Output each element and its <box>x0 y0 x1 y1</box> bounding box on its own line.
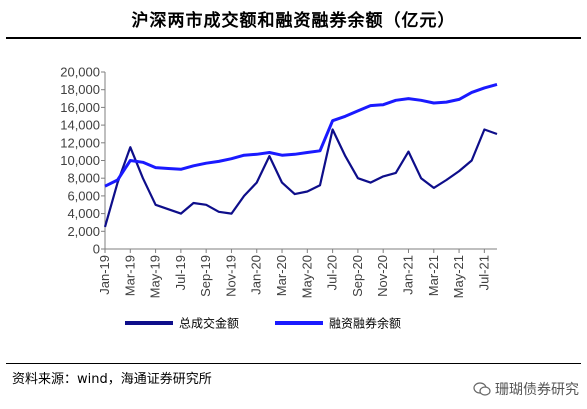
legend-label: 总成交金额 <box>179 316 239 331</box>
x-tick-label: Jan-21 <box>400 255 415 295</box>
x-tick-label: Sep-20 <box>350 255 365 297</box>
title-rule <box>6 37 581 39</box>
y-tick-label: 6,000 <box>67 188 100 203</box>
x-tick-label: May-20 <box>299 255 314 298</box>
x-tick-label: May-19 <box>148 255 163 298</box>
source-rule <box>6 363 581 364</box>
x-tick-label: Mar-21 <box>426 255 441 296</box>
x-tick-label: Jul-19 <box>173 255 188 290</box>
y-tick-label: 2,000 <box>67 224 100 239</box>
wechat-icon <box>473 382 491 396</box>
chart-title: 沪深两市成交额和融资融券余额（亿元） <box>131 11 456 31</box>
series-line-turnover <box>103 128 498 228</box>
x-tick-label: Jul-20 <box>325 255 340 290</box>
line-chart: 0 2,000 4,000 6,000 8,000 10,000 12,000 14,000 1… <box>60 65 498 331</box>
y-tick-label: 12,000 <box>60 135 100 150</box>
x-tick-label: Jan-20 <box>249 255 264 295</box>
x-tick-label: Mar-19 <box>122 255 137 296</box>
y-tick-label: 4,000 <box>67 206 100 221</box>
watermark: 珊瑚债券研究 <box>473 379 579 399</box>
y-tick-label: 20,000 <box>60 65 100 80</box>
source-note: 资料来源：wind，海通证券研究所 <box>12 372 212 387</box>
y-tick-label: 18,000 <box>60 82 100 97</box>
x-axis: Jan-19 Mar-19 May-19 Jul-19 Sep-19 Nov-19 Jan-… <box>97 248 497 298</box>
y-tick-label: 16,000 <box>60 100 100 115</box>
x-tick-label: May-21 <box>451 255 466 298</box>
x-tick-label: Jan-19 <box>97 255 112 295</box>
series-lines <box>103 82 498 228</box>
y-axis: 0 2,000 4,000 6,000 8,000 10,000 12,000 14,000 1… <box>60 65 106 257</box>
y-tick-label: 8,000 <box>67 171 100 186</box>
x-tick-label: Mar-20 <box>274 255 289 296</box>
x-tick-label: Nov-19 <box>223 255 238 297</box>
x-tick-label: Sep-19 <box>198 255 213 297</box>
legend-label: 融资融券余额 <box>329 316 401 331</box>
y-tick-label: 0 <box>93 242 100 257</box>
series-line-margin-balance <box>104 82 498 188</box>
y-tick-label: 10,000 <box>60 153 100 168</box>
y-tick-label: 14,000 <box>60 118 100 133</box>
x-tick-label: Jul-21 <box>476 255 491 290</box>
x-tick-label: Nov-20 <box>375 255 390 297</box>
watermark-text: 珊瑚债券研究 <box>495 382 579 398</box>
legend: 总成交金额 融资融券余额 <box>125 316 401 331</box>
